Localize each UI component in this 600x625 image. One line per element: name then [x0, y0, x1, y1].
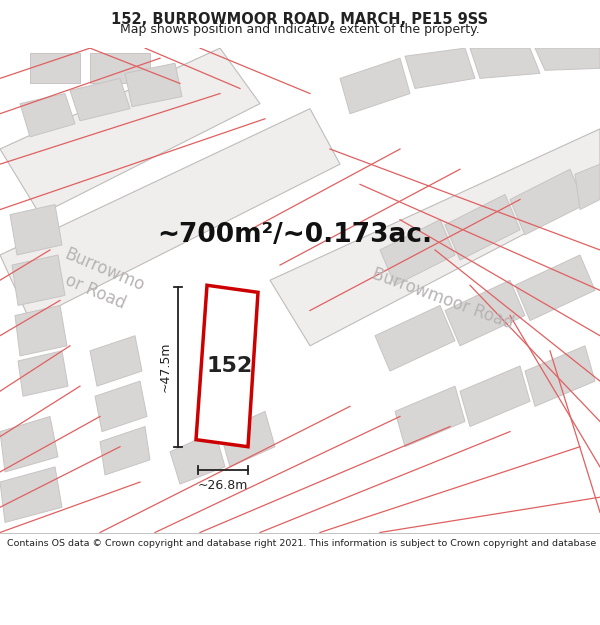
Text: Burrowmo: Burrowmo: [62, 245, 148, 295]
Polygon shape: [125, 63, 182, 107]
Polygon shape: [100, 426, 150, 475]
Text: or Road: or Road: [62, 272, 128, 313]
Polygon shape: [10, 204, 62, 255]
Polygon shape: [18, 351, 68, 396]
Polygon shape: [90, 53, 150, 84]
Polygon shape: [95, 381, 147, 432]
Polygon shape: [375, 306, 455, 371]
Polygon shape: [525, 346, 595, 406]
Polygon shape: [0, 109, 340, 321]
Polygon shape: [196, 285, 258, 447]
Text: 152, BURROWMOOR ROAD, MARCH, PE15 9SS: 152, BURROWMOOR ROAD, MARCH, PE15 9SS: [112, 12, 488, 27]
Polygon shape: [270, 129, 600, 346]
Text: ~47.5m: ~47.5m: [158, 342, 172, 392]
Text: 152: 152: [207, 356, 253, 376]
Polygon shape: [395, 386, 465, 447]
Polygon shape: [20, 94, 75, 137]
Polygon shape: [470, 48, 540, 78]
Polygon shape: [460, 366, 530, 426]
Polygon shape: [0, 416, 58, 472]
Polygon shape: [220, 411, 275, 467]
Text: Contains OS data © Crown copyright and database right 2021. This information is : Contains OS data © Crown copyright and d…: [7, 539, 600, 548]
Polygon shape: [0, 48, 260, 214]
Polygon shape: [12, 255, 65, 306]
Text: Map shows position and indicative extent of the property.: Map shows position and indicative extent…: [120, 23, 480, 36]
Text: ~700m²/~0.173ac.: ~700m²/~0.173ac.: [157, 222, 433, 248]
Polygon shape: [535, 48, 600, 71]
Text: Burrowmoor Road: Burrowmoor Road: [370, 264, 516, 332]
Polygon shape: [445, 280, 525, 346]
Polygon shape: [380, 219, 455, 285]
Polygon shape: [575, 164, 600, 209]
Polygon shape: [90, 336, 142, 386]
Polygon shape: [70, 78, 130, 121]
Polygon shape: [510, 169, 585, 235]
Polygon shape: [170, 432, 225, 484]
Polygon shape: [30, 53, 80, 84]
Polygon shape: [405, 48, 475, 89]
Polygon shape: [0, 467, 62, 522]
Polygon shape: [340, 58, 410, 114]
Text: ~26.8m: ~26.8m: [198, 479, 248, 492]
Polygon shape: [445, 194, 520, 260]
Polygon shape: [15, 306, 67, 356]
Polygon shape: [515, 255, 595, 321]
